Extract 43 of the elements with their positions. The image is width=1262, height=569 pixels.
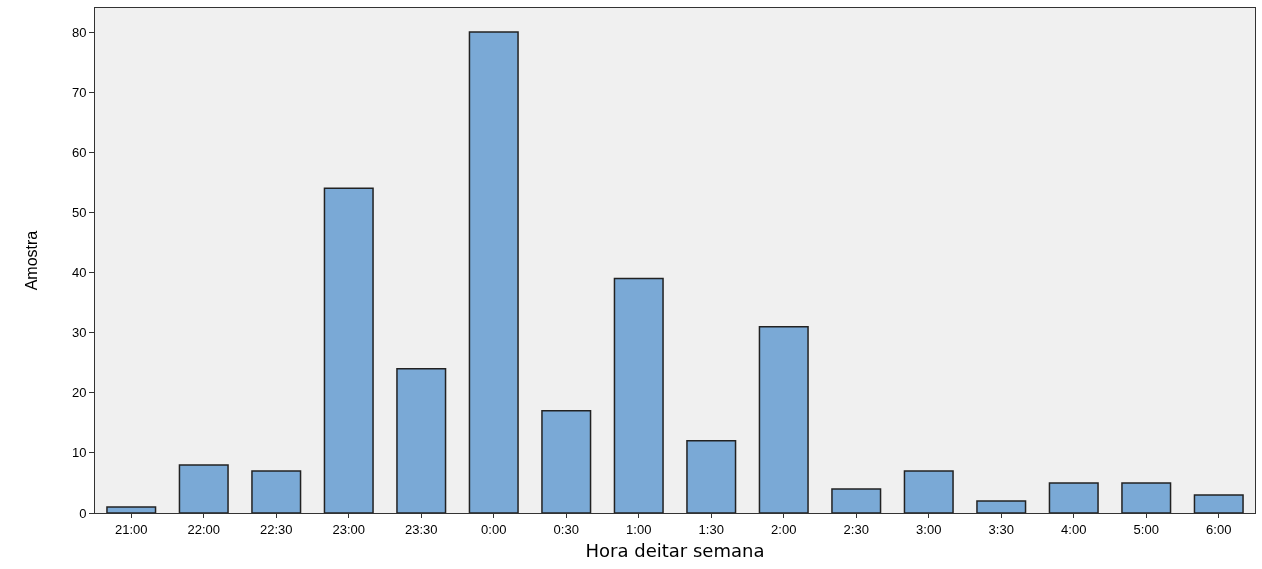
bar — [106, 506, 157, 513]
x-axis-title: Hora deitar semana — [585, 539, 765, 561]
x-tick-label: 6:00 — [1206, 521, 1232, 537]
x-tick-label: 22:30 — [259, 521, 293, 537]
bar — [613, 277, 664, 513]
x-tick-label: 1:30 — [698, 521, 724, 537]
y-tick-label: 20 — [71, 385, 87, 401]
bar — [251, 470, 302, 513]
bar — [1048, 482, 1099, 513]
y-tick-label: 40 — [71, 265, 87, 281]
x-tick-label: 0:30 — [553, 521, 579, 537]
x-tick-label: 3:30 — [988, 521, 1014, 537]
x-tick-label: 23:00 — [332, 521, 366, 537]
x-tick-label: 4:00 — [1061, 521, 1087, 537]
bar — [758, 325, 809, 513]
bar — [976, 500, 1027, 513]
y-tick-label: 30 — [71, 325, 87, 341]
bar — [686, 440, 737, 513]
bar — [396, 367, 447, 513]
y-tick-label: 80 — [71, 24, 87, 40]
bar — [541, 410, 592, 513]
x-tick-label: 23:30 — [404, 521, 438, 537]
x-tick-label: 2:30 — [843, 521, 869, 537]
x-tick-label: 5:00 — [1133, 521, 1159, 537]
bar — [1121, 482, 1172, 513]
y-tick-label: 10 — [71, 445, 87, 461]
x-tick-label: 21:00 — [114, 521, 148, 537]
y-tick-label: 50 — [71, 204, 87, 220]
y-axis-title: Amostra — [22, 230, 40, 291]
x-tick-label: 1:00 — [626, 521, 652, 537]
bar — [468, 31, 519, 513]
y-tick-label: 60 — [71, 144, 87, 160]
x-tick-label: 0:00 — [481, 521, 507, 537]
bar — [178, 464, 229, 513]
bar — [323, 187, 374, 513]
x-tick-label: 3:00 — [916, 521, 942, 537]
y-tick-label: 70 — [71, 84, 87, 100]
bar — [903, 470, 954, 513]
y-tick-label: 0 — [79, 505, 87, 521]
bar — [1193, 494, 1244, 513]
bar — [831, 488, 882, 513]
x-tick-label: 2:00 — [771, 521, 797, 537]
x-tick-label: 22:00 — [187, 521, 221, 537]
